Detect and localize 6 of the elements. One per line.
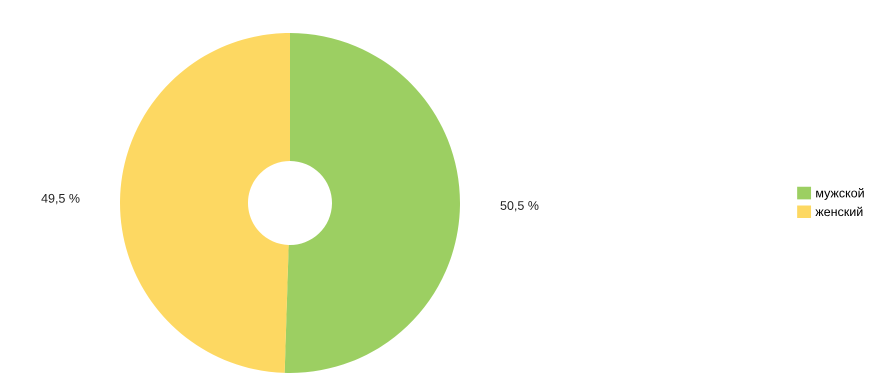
donut-slice [120, 33, 290, 373]
data-label: 50,5 % [500, 201, 538, 212]
data-label: 49,5 % [41, 194, 80, 204]
donut-slice [284, 33, 460, 373]
legend-label: женский [815, 206, 862, 216]
legend-label: мужской [816, 188, 864, 200]
